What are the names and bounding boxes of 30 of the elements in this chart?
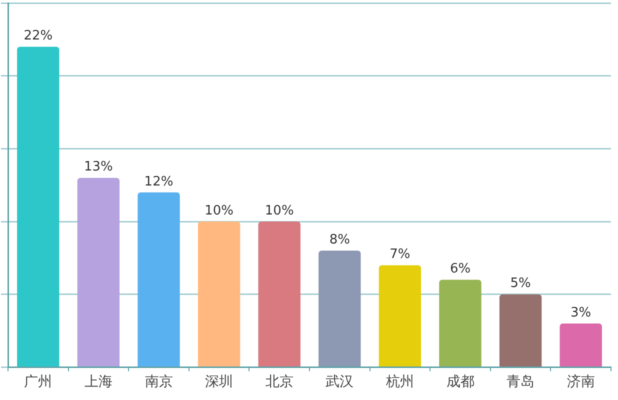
data-label: 5% [510, 276, 531, 292]
x-tick-label: 武汉 [326, 374, 354, 390]
data-label: 10% [264, 203, 294, 218]
bar [560, 323, 602, 366]
x-tick-label: 南京 [144, 374, 173, 390]
x-tick-label: 济南 [566, 374, 595, 390]
data-label: 8% [329, 232, 350, 248]
bar [499, 294, 542, 366]
data-label: 7% [390, 247, 410, 262]
bar [138, 192, 180, 366]
x-tick-label: 青岛 [506, 374, 535, 390]
bar [378, 265, 422, 366]
bar [439, 280, 482, 366]
data-label: 12% [144, 174, 174, 190]
data-label: 10% [204, 203, 234, 218]
data-label: 13% [84, 160, 113, 175]
data-label: 3% [570, 305, 592, 320]
x-tick-label: 上海 [84, 374, 112, 390]
x-tick-label: 广州 [24, 374, 52, 390]
data-label: 6% [450, 262, 471, 277]
bar [258, 222, 300, 366]
bar [17, 46, 60, 366]
x-tick-label: 成都 [446, 374, 474, 390]
data-label: 22% [24, 28, 53, 44]
bar [318, 250, 361, 366]
x-tick-label: 杭州 [384, 374, 414, 390]
bar [198, 222, 240, 366]
bar [77, 178, 120, 366]
x-tick-label: 深圳 [205, 374, 234, 390]
x-tick-label: 北京 [265, 374, 294, 390]
